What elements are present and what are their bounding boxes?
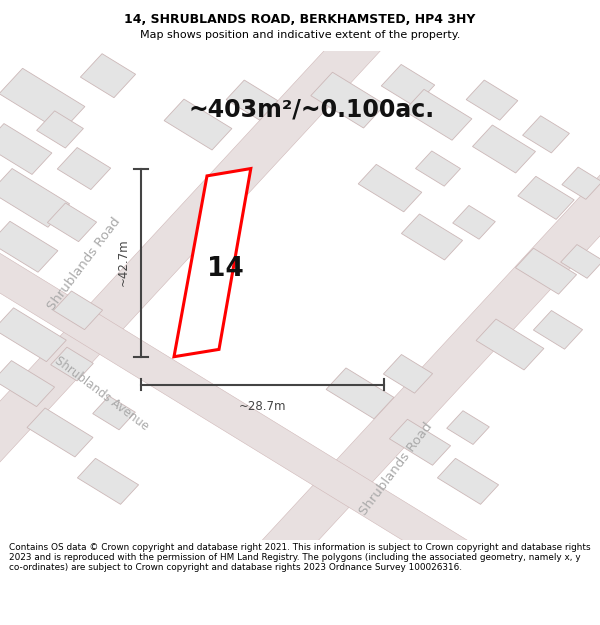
Polygon shape (47, 203, 97, 242)
Polygon shape (518, 176, 574, 219)
Text: Shrublands Road: Shrublands Road (357, 420, 435, 518)
Polygon shape (358, 164, 422, 212)
Polygon shape (80, 54, 136, 98)
Text: 14, SHRUBLANDS ROAD, BERKHAMSTED, HP4 3HY: 14, SHRUBLANDS ROAD, BERKHAMSTED, HP4 3H… (124, 12, 476, 26)
Polygon shape (0, 221, 58, 272)
Polygon shape (404, 89, 472, 140)
Polygon shape (560, 244, 600, 278)
Text: 14: 14 (206, 256, 244, 282)
Polygon shape (523, 116, 569, 153)
Polygon shape (0, 68, 85, 132)
Polygon shape (77, 458, 139, 504)
Polygon shape (326, 368, 394, 419)
Polygon shape (437, 458, 499, 504)
Polygon shape (0, 121, 503, 588)
Polygon shape (0, 0, 469, 541)
Text: ~403m²/~0.100ac.: ~403m²/~0.100ac. (189, 98, 435, 122)
Polygon shape (533, 311, 583, 349)
Text: Shrublands Road: Shrublands Road (45, 215, 123, 312)
Polygon shape (466, 80, 518, 120)
Polygon shape (311, 72, 385, 128)
Text: Contains OS data © Crown copyright and database right 2021. This information is : Contains OS data © Crown copyright and d… (9, 542, 590, 572)
Polygon shape (0, 361, 55, 407)
Polygon shape (0, 308, 66, 362)
Polygon shape (57, 148, 111, 189)
Polygon shape (101, 129, 600, 625)
Polygon shape (383, 354, 433, 393)
Polygon shape (164, 99, 232, 150)
Polygon shape (53, 291, 103, 329)
Polygon shape (389, 419, 451, 465)
Polygon shape (452, 206, 496, 239)
Polygon shape (92, 396, 136, 430)
Polygon shape (515, 248, 577, 294)
Polygon shape (401, 214, 463, 260)
Polygon shape (446, 411, 490, 444)
Polygon shape (473, 125, 535, 173)
Polygon shape (174, 169, 251, 357)
Polygon shape (562, 167, 600, 199)
Polygon shape (0, 169, 70, 228)
Polygon shape (50, 347, 94, 381)
Polygon shape (476, 319, 544, 370)
Polygon shape (381, 64, 435, 106)
Text: Map shows position and indicative extent of the property.: Map shows position and indicative extent… (140, 30, 460, 40)
Polygon shape (0, 124, 52, 174)
Polygon shape (226, 80, 278, 120)
Polygon shape (416, 151, 460, 186)
Polygon shape (27, 408, 93, 457)
Text: Shrublands Avenue: Shrublands Avenue (53, 354, 151, 433)
Polygon shape (37, 111, 83, 148)
Text: ~42.7m: ~42.7m (116, 239, 130, 286)
Text: ~28.7m: ~28.7m (239, 400, 286, 413)
